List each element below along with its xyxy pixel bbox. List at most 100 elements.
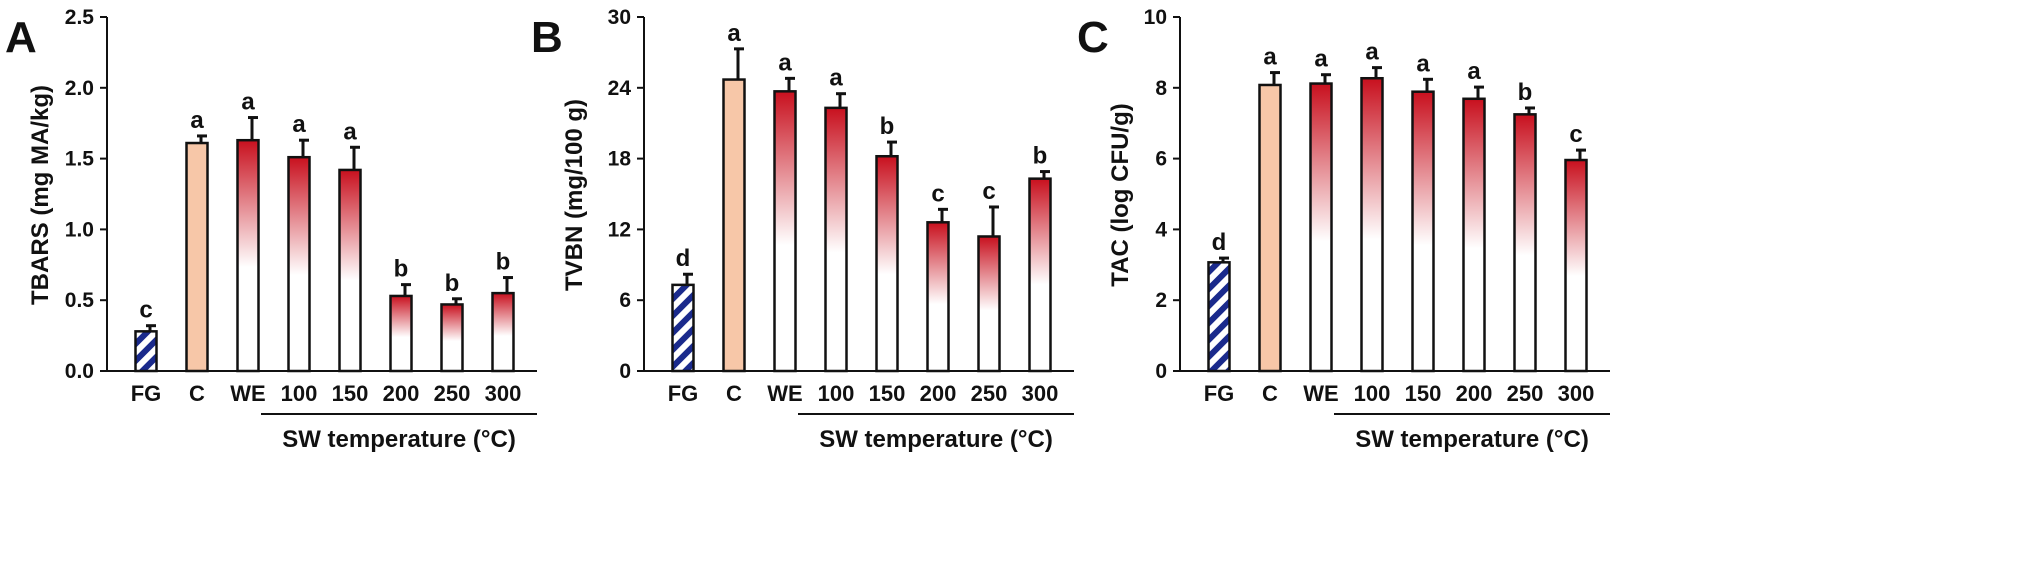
category-label: FG (668, 381, 699, 406)
bar (1513, 113, 1537, 373)
bar (338, 168, 362, 373)
panel-label: C (1077, 13, 1109, 62)
category-label: 150 (869, 381, 906, 406)
category-label: 300 (1022, 381, 1059, 406)
bar (1028, 177, 1052, 373)
significance-letter: a (1314, 46, 1328, 73)
y-tick-label: 0.5 (65, 289, 95, 312)
category-label: FG (131, 381, 162, 406)
group-label: SW temperature (°C) (819, 426, 1053, 453)
bar (1564, 158, 1588, 373)
bar (1258, 83, 1282, 373)
significance-letter: a (1416, 50, 1430, 77)
significance-letter: b (394, 256, 409, 283)
category-label: 150 (1405, 381, 1442, 406)
bar (1411, 90, 1435, 373)
category-label: FG (1204, 381, 1235, 406)
significance-letter: a (241, 89, 255, 116)
y-axis-label: TAC (log CFU/g) (1107, 103, 1134, 287)
significance-letter: c (931, 180, 944, 207)
significance-letter: a (778, 49, 792, 76)
bar (977, 235, 1001, 373)
y-tick-label: 18 (608, 148, 632, 171)
bar (671, 283, 695, 373)
y-axis-label: TBARS (mg MA/kg) (27, 85, 54, 305)
category-label: 250 (434, 381, 471, 406)
bar (440, 303, 464, 373)
category-label: 250 (971, 381, 1008, 406)
bar (824, 106, 848, 373)
category-label: WE (767, 381, 802, 406)
significance-letter: a (727, 20, 741, 47)
chart-panel-c: C TAC (log CFU/g) 0 2 4 6 8 10 d a a a a a b c FG C WE… (1077, 6, 1610, 453)
panel-label: A (5, 13, 37, 62)
significance-letter: a (829, 65, 843, 92)
category-label: WE (230, 381, 265, 406)
category-label: 150 (332, 381, 369, 406)
significance-letter: b (445, 270, 460, 297)
category-label: 200 (1456, 381, 1493, 406)
bar (236, 138, 260, 373)
y-tick-label: 2.0 (65, 77, 94, 100)
significance-letter: c (982, 178, 995, 205)
significance-letter: b (1033, 143, 1048, 170)
y-axis-ticks: 0 6 12 18 24 30 (608, 6, 644, 383)
bars: d a a a a a b c (1207, 39, 1588, 373)
category-label: 300 (1558, 381, 1595, 406)
category-labels: FG C WE 100 150 200 250 300 (1204, 381, 1595, 406)
category-label: WE (1303, 381, 1338, 406)
bar (185, 141, 209, 373)
y-axis-ticks: 0.0 0.5 1.0 1.5 2.0 2.5 (65, 6, 107, 383)
significance-letter: a (1365, 39, 1379, 66)
bar (722, 78, 746, 373)
bars: c a a a a b b b (134, 89, 515, 373)
category-label: 100 (281, 381, 318, 406)
chart-panel-b: B TVBN (mg/100 g) 0 6 12 18 24 30 d a a a b c c b FG… (531, 6, 1074, 453)
y-axis-label: TVBN (mg/100 g) (561, 99, 588, 291)
y-tick-label: 6 (619, 289, 631, 312)
category-label: 300 (485, 381, 522, 406)
bar (287, 155, 311, 373)
bar (1309, 82, 1333, 373)
bars: d a a a b c c b (671, 20, 1052, 373)
y-tick-label: 8 (1155, 77, 1167, 100)
bar (134, 330, 158, 373)
y-tick-label: 10 (1144, 6, 1167, 29)
significance-letter: a (1263, 44, 1277, 71)
significance-letter: b (496, 249, 511, 276)
category-label: C (726, 381, 742, 406)
y-tick-label: 12 (608, 218, 631, 241)
category-label: C (1262, 381, 1278, 406)
significance-letter: d (676, 245, 691, 272)
bar (1360, 76, 1384, 373)
significance-letter: a (1467, 58, 1481, 85)
bar (389, 294, 413, 373)
y-tick-label: 24 (608, 77, 632, 100)
y-tick-label: 0.0 (65, 360, 94, 383)
category-label: 250 (1507, 381, 1544, 406)
bar (1207, 261, 1231, 373)
category-label: 100 (818, 381, 855, 406)
category-label: C (189, 381, 205, 406)
significance-letter: c (1569, 121, 1582, 148)
significance-letter: c (139, 297, 152, 324)
significance-letter: a (190, 107, 204, 134)
y-tick-label: 0 (619, 360, 631, 383)
y-axis-ticks: 0 2 4 6 8 10 (1144, 6, 1180, 383)
bar (491, 291, 515, 373)
significance-letter: b (1518, 79, 1533, 106)
y-tick-label: 1.5 (65, 148, 95, 171)
significance-letter: a (292, 111, 306, 138)
chart-panel-a: A TBARS (mg MA/kg) 0.0 0.5 1.0 1.5 2.0 2.5 c a… (5, 6, 537, 453)
bar (773, 90, 797, 373)
group-label: SW temperature (°C) (1355, 426, 1589, 453)
y-tick-label: 1.0 (65, 218, 94, 241)
bar (926, 221, 950, 373)
category-label: 200 (383, 381, 420, 406)
category-labels: FG C WE 100 150 200 250 300 (131, 381, 522, 406)
group-label: SW temperature (°C) (282, 426, 516, 453)
y-tick-label: 2.5 (65, 6, 95, 29)
category-labels: FG C WE 100 150 200 250 300 (668, 381, 1059, 406)
category-label: 100 (1354, 381, 1391, 406)
